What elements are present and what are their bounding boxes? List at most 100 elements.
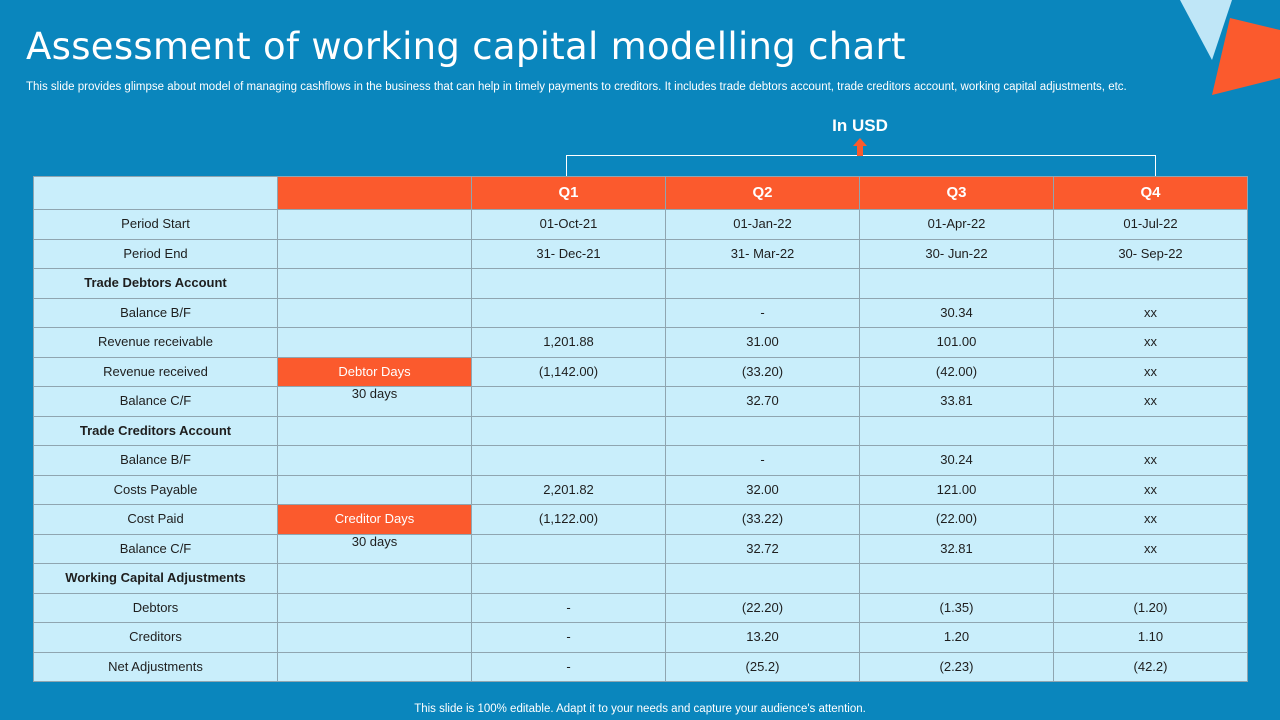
row-value-q2: 32.72	[665, 533, 860, 564]
row-note	[277, 622, 472, 653]
row-value-q4: 30- Sep-22	[1053, 238, 1248, 269]
row-value-q3: (22.00)	[859, 504, 1054, 535]
row-value-q3: (42.00)	[859, 356, 1054, 387]
row-value-q4: 1.10	[1053, 622, 1248, 653]
row-value-q4: xx	[1053, 533, 1248, 564]
working-capital-table: Q1 Q2 Q3 Q4 Period Start 01-Oct-21 01-Jan-…	[33, 176, 1248, 682]
row-label: Balance B/F	[33, 297, 278, 328]
unit-label: In USD	[832, 116, 888, 135]
header-q4: Q4	[1053, 176, 1248, 210]
row-value-q4: xx	[1053, 474, 1248, 505]
row-value-q4: xx	[1053, 504, 1248, 535]
quarter-bracket	[566, 155, 1156, 177]
row-label: Trade Debtors Account	[33, 268, 278, 299]
row-note	[277, 445, 472, 476]
row-value-q3: 30- Jun-22	[859, 238, 1054, 269]
row-value-q2: (33.20)	[665, 356, 860, 387]
row-value-q2: 31.00	[665, 327, 860, 358]
table-row: Balance B/F -30.24 xx	[33, 445, 1248, 476]
row-note	[277, 297, 472, 328]
row-value-q3	[859, 268, 1054, 299]
row-value-q1: -	[471, 592, 666, 623]
row-note	[277, 651, 472, 682]
row-value-q2	[665, 268, 860, 299]
row-value-q3: 121.00	[859, 474, 1054, 505]
header-q2: Q2	[665, 176, 860, 210]
row-value-q3: 32.81	[859, 533, 1054, 564]
row-note: 30 days	[277, 386, 472, 417]
row-value-q1: -	[471, 622, 666, 653]
row-value-q3	[859, 415, 1054, 446]
row-value-q2: (22.20)	[665, 592, 860, 623]
row-value-q2	[665, 563, 860, 594]
table-header-row: Q1 Q2 Q3 Q4	[33, 176, 1248, 210]
triangle-decoration	[1180, 0, 1280, 95]
row-label: Period Start	[33, 209, 278, 240]
row-label: Working Capital Adjustments	[33, 563, 278, 594]
page-title: Assessment of working capital modelling …	[26, 25, 906, 68]
row-value-q1	[471, 415, 666, 446]
row-note	[277, 415, 472, 446]
footer-note: This slide is 100% editable. Adapt it to…	[414, 703, 866, 715]
row-label: Debtors	[33, 592, 278, 623]
row-label: Net Adjustments	[33, 651, 278, 682]
row-value-q2: -	[665, 297, 860, 328]
row-label: Balance C/F	[33, 533, 278, 564]
table-row: Revenue received Debtor Days (1,142.00) (33…	[33, 356, 1248, 387]
row-value-q3: (2.23)	[859, 651, 1054, 682]
table-row: Balance C/F 30 days 32.72 32.81 xx	[33, 533, 1248, 564]
row-value-q4: xx	[1053, 327, 1248, 358]
row-note: Debtor Days	[277, 356, 472, 387]
row-value-q2	[665, 415, 860, 446]
table-row: Revenue receivable 1,201.88 31.00 101.00 xx	[33, 327, 1248, 358]
row-label: Revenue receivable	[33, 327, 278, 358]
row-value-q4	[1053, 268, 1248, 299]
row-value-q4: (42.2)	[1053, 651, 1248, 682]
row-note	[277, 238, 472, 269]
row-value-q1	[471, 533, 666, 564]
row-value-q2: -	[665, 445, 860, 476]
table-row: Net Adjustments - (25.2) (2.23) (42.2)	[33, 651, 1248, 682]
table-row: Balance B/F -30.34 xx	[33, 297, 1248, 328]
row-value-q2: 32.70	[665, 386, 860, 417]
row-value-q1: 31- Dec-21	[471, 238, 666, 269]
row-value-q1: 01-Oct-21	[471, 209, 666, 240]
row-label: Creditors	[33, 622, 278, 653]
row-value-q1	[471, 563, 666, 594]
row-note	[277, 474, 472, 505]
header-q3: Q3	[859, 176, 1054, 210]
header-cell-blank	[33, 176, 278, 210]
header-cell-note	[277, 176, 472, 210]
row-value-q4	[1053, 563, 1248, 594]
row-value-q4: xx	[1053, 386, 1248, 417]
table-row: Period Start 01-Oct-21 01-Jan-22 01-Apr-22 0…	[33, 209, 1248, 240]
table-row: Cost Paid Creditor Days (1,122.00) (33.22)(…	[33, 504, 1248, 535]
row-value-q2: (33.22)	[665, 504, 860, 535]
table-row: Trade Creditors Account	[33, 415, 1248, 446]
row-label: Costs Payable	[33, 474, 278, 505]
row-value-q1: 2,201.82	[471, 474, 666, 505]
table-row: Debtors - (22.20) (1.35) (1.20)	[33, 592, 1248, 623]
row-value-q2: 32.00	[665, 474, 860, 505]
table-row: Costs Payable 2,201.82 32.00 121.00 xx	[33, 474, 1248, 505]
up-arrow-icon	[853, 138, 867, 156]
page-subtitle: This slide provides glimpse about model …	[26, 81, 1127, 93]
row-value-q3: (1.35)	[859, 592, 1054, 623]
row-value-q4	[1053, 415, 1248, 446]
row-label: Trade Creditors Account	[33, 415, 278, 446]
row-value-q4: (1.20)	[1053, 592, 1248, 623]
row-note: 30 days	[277, 533, 472, 564]
row-note	[277, 209, 472, 240]
row-label: Balance B/F	[33, 445, 278, 476]
row-value-q1: -	[471, 651, 666, 682]
table-row: Balance C/F 30 days 32.70 33.81 xx	[33, 386, 1248, 417]
row-value-q2: (25.2)	[665, 651, 860, 682]
row-note	[277, 592, 472, 623]
row-value-q3	[859, 563, 1054, 594]
table-row: Trade Debtors Account	[33, 268, 1248, 299]
row-value-q3: 30.34	[859, 297, 1054, 328]
row-label: Cost Paid	[33, 504, 278, 535]
row-value-q4: xx	[1053, 445, 1248, 476]
row-value-q1: 1,201.88	[471, 327, 666, 358]
row-label: Revenue received	[33, 356, 278, 387]
